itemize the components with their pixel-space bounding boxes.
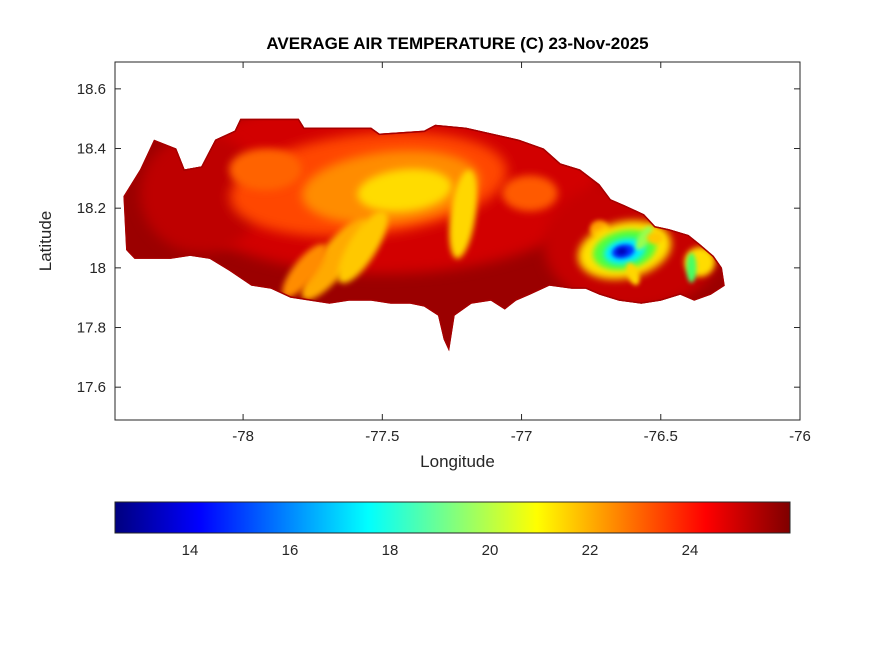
y-axis-label: Latitude xyxy=(36,210,55,272)
feature-orange-streak-sw-2 xyxy=(282,244,327,298)
colorbar-tick-label: 16 xyxy=(282,542,299,559)
y-tick-label: 17.8 xyxy=(77,320,106,337)
feature-yellow-streak-sw xyxy=(337,210,388,284)
feature-bluemtn-core-dark xyxy=(616,247,628,256)
feature-orange-streak-sw-1 xyxy=(301,217,369,300)
y-tick-label: 18.4 xyxy=(77,141,106,158)
feature-easttip-green-dash xyxy=(686,252,697,283)
x-tick-label: -76 xyxy=(789,428,811,445)
colorbar-tick-label: 24 xyxy=(682,542,699,559)
island-temperature-field xyxy=(123,118,725,352)
feature-yellow-dot-east xyxy=(646,232,664,244)
x-tick-label: -77.5 xyxy=(365,428,399,445)
colorbar-tick-label: 14 xyxy=(182,542,199,559)
x-tick-label: -76.5 xyxy=(644,428,678,445)
colorbar-tick-label: 22 xyxy=(582,542,599,559)
y-tick-label: 17.6 xyxy=(77,379,106,396)
feature-orange-patch-nw xyxy=(229,148,302,191)
x-axis-label: Longitude xyxy=(420,452,495,471)
feature-bluemtn-streak-se xyxy=(626,262,640,286)
axes-box xyxy=(114,61,801,421)
colorbar-tick-label: 20 xyxy=(482,542,499,559)
feature-orange-patch-mideast xyxy=(502,175,558,212)
feature-yellow-core xyxy=(357,168,452,212)
colorbar-tick-label: 18 xyxy=(382,542,399,559)
x-tick-label: -77 xyxy=(511,428,533,445)
x-tick-label: -78 xyxy=(232,428,254,445)
feature-bluemtn-streak-ne xyxy=(635,226,653,250)
y-tick-label: 18.6 xyxy=(77,81,106,98)
chart-title: AVERAGE AIR TEMPERATURE (C) 23-Nov-2025 xyxy=(266,34,649,53)
y-tick-label: 18.2 xyxy=(77,200,106,217)
y-tick-label: 18 xyxy=(89,260,106,277)
feature-yellow-streak-central xyxy=(449,169,477,259)
coastline xyxy=(123,118,725,352)
colorbar xyxy=(114,501,791,534)
